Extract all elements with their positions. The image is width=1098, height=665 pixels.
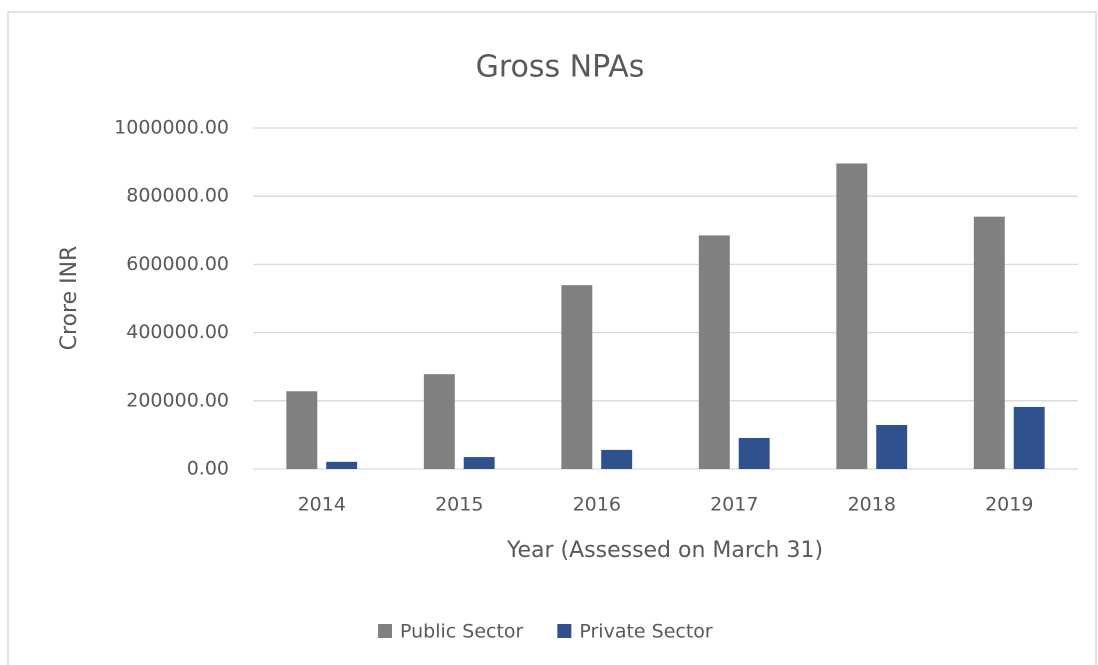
x-tick-label: 2019	[985, 494, 1033, 516]
x-tick-label: 2018	[848, 494, 896, 516]
bar	[698, 235, 730, 469]
x-tick-label: 2017	[710, 494, 758, 516]
y-tick-label: 0.00	[187, 458, 229, 480]
bar	[973, 216, 1005, 469]
bar	[423, 374, 455, 469]
bar	[561, 285, 593, 469]
legend-label: Public Sector	[400, 621, 524, 643]
bar	[876, 425, 908, 469]
x-tick-label: 2014	[298, 494, 346, 516]
bar	[738, 437, 770, 469]
chart-border	[7, 11, 1097, 665]
bar	[286, 391, 318, 469]
chart-title: Gross NPAs	[476, 50, 645, 85]
legend-label: Private Sector	[579, 621, 713, 643]
x-axis-label: Year (Assessed on March 31)	[506, 538, 823, 563]
y-tick-label: 200000.00	[126, 389, 229, 411]
bar	[326, 461, 358, 469]
bar	[463, 457, 495, 469]
legend-swatch	[378, 624, 392, 638]
bar	[836, 163, 868, 470]
y-axis-label: Crore INR	[57, 246, 82, 351]
y-tick-label: 400000.00	[126, 321, 229, 343]
x-tick-label: 2016	[573, 494, 621, 516]
x-tick-label: 2015	[435, 494, 483, 516]
legend-swatch	[557, 624, 572, 638]
y-tick-label: 600000.00	[126, 253, 229, 275]
y-tick-label: 1000000.00	[114, 117, 229, 139]
y-tick-label: 800000.00	[126, 185, 229, 207]
bar	[601, 449, 633, 469]
bar	[1013, 406, 1045, 469]
